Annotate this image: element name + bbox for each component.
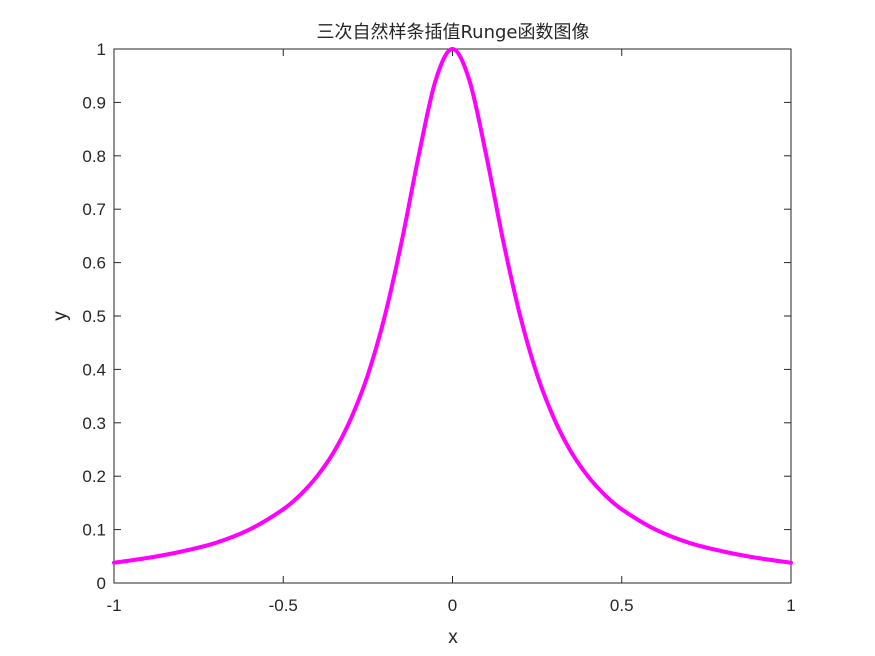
plot-area: -1 -0.5 0 0.5 1 0 0.1 0.2 0.3 0.4 0.5 0.6 0.7 0.8 0.9 1 — [82, 40, 795, 615]
chart-title: 三次自然样条插值Runge函数图像 — [316, 22, 589, 43]
y-axis-label: y — [50, 311, 71, 321]
y-tick-label: 0.1 — [82, 521, 106, 540]
y-tick-label: 0.2 — [82, 467, 106, 486]
y-tick-label: 0.7 — [82, 200, 106, 219]
x-tick-label: 0 — [448, 596, 457, 615]
y-tick-label: 0.5 — [82, 307, 106, 326]
y-tick-label: 0.8 — [82, 147, 106, 166]
y-tick-label: 0.9 — [82, 93, 106, 112]
x-tick-label: -1 — [106, 596, 121, 615]
x-tick-label: 0.5 — [610, 596, 634, 615]
y-tick-label: 1 — [97, 40, 106, 59]
axes-box — [113, 48, 792, 584]
y-tick-label: 0 — [97, 574, 106, 593]
y-tick-label: 0.6 — [82, 254, 106, 273]
x-tick-label: 1 — [786, 596, 795, 615]
y-tick-label: 0.3 — [82, 414, 106, 433]
runge-series-line — [112, 47, 793, 565]
y-tick-label: 0.4 — [82, 360, 106, 379]
x-tick-label: -0.5 — [269, 596, 298, 615]
x-axis-label: x — [448, 627, 458, 648]
